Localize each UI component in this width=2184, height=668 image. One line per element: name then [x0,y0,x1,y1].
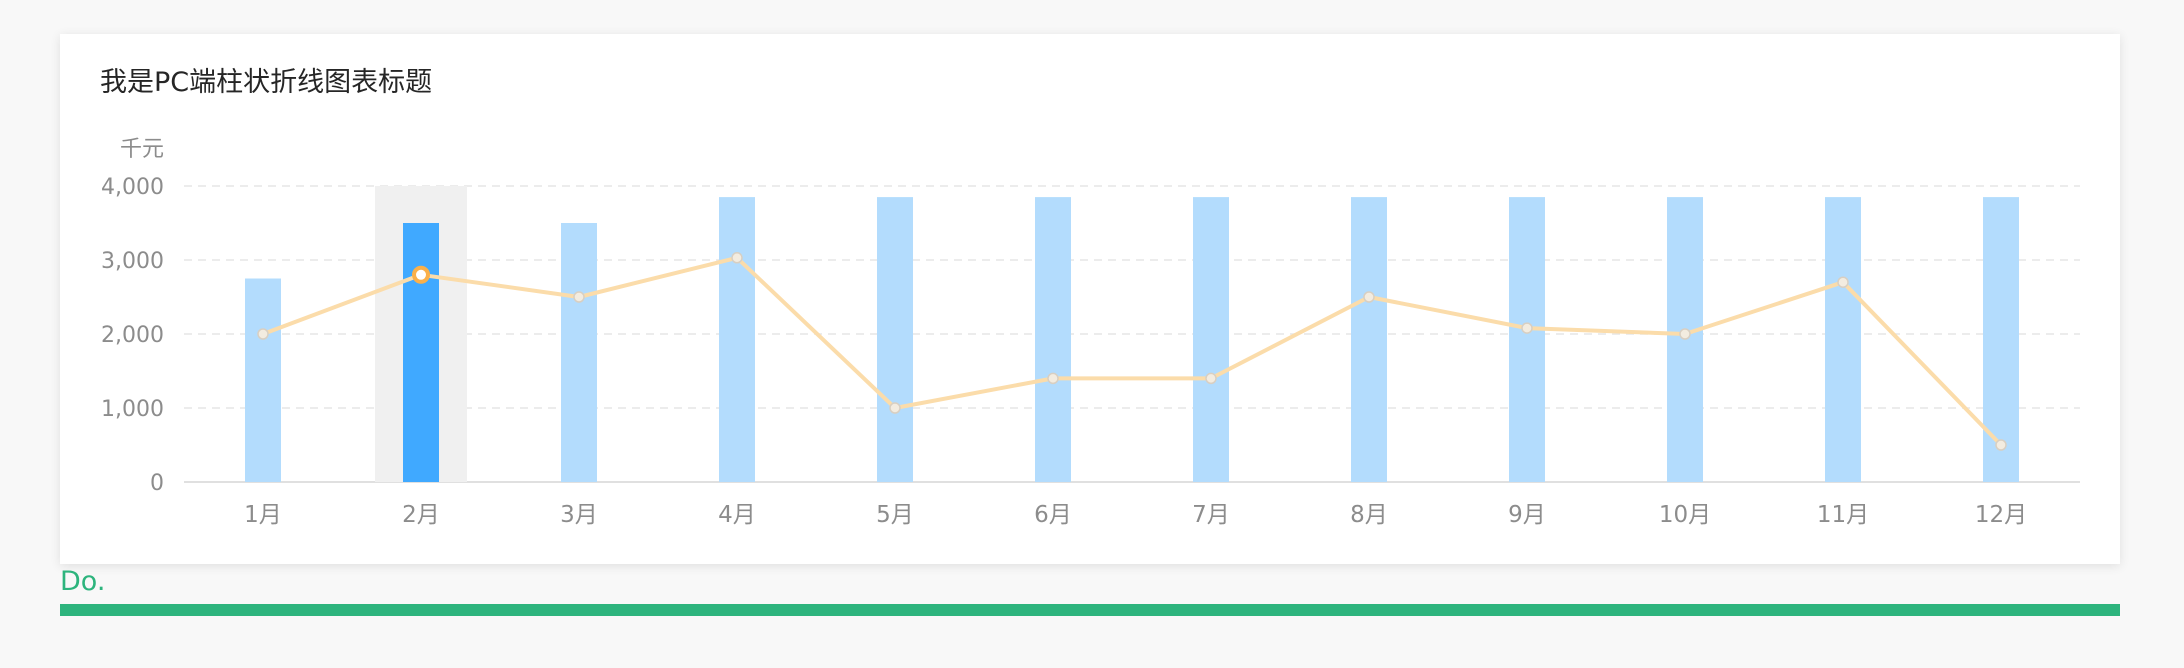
chart-title: 我是PC端柱状折线图表标题 [100,67,433,98]
y-tick-label: 3,000 [101,249,164,274]
y-tick-label: 2,000 [101,323,164,348]
x-tick-label: 7月 [1192,502,1230,528]
bar [1825,197,1861,482]
line-series [262,255,2003,447]
x-tick-label: 11月 [1817,502,1869,528]
line-point [1679,328,1691,340]
bar [877,197,913,482]
bar [719,197,755,482]
y-tick-label: 4,000 [101,175,164,200]
chart-card: 我是PC端柱状折线图表标题 千元 4,000 3,000 2,000 1,000 0 1月 2… [60,34,2120,564]
line-point [1363,291,1375,303]
bar [1351,197,1387,482]
y-tick-label: 1,000 [101,397,164,422]
grid-layer [184,185,2080,483]
line-point [257,328,269,340]
bar-layer [245,197,2019,482]
bar [403,223,439,482]
x-tick-label: 9月 [1508,502,1546,528]
bar [1509,197,1545,482]
do-bar [60,604,2120,616]
x-tick-label: 1月 [244,502,282,528]
x-tick-label: 5月 [876,502,914,528]
line-point [1995,439,2007,451]
line-point [1205,372,1217,385]
line-layer [257,252,2007,451]
line-point-active [412,265,430,284]
x-tick-label: 6月 [1034,502,1072,528]
x-tick-label: 4月 [718,502,756,528]
line-point [1521,322,1533,334]
y-tick-label: 0 [150,471,164,496]
x-tick-label: 10月 [1659,502,1711,528]
axis-text-layer: 千元 4,000 3,000 2,000 1,000 0 1月 2月 3月 4月 5月 6月 7月 8月 9… [101,137,2027,528]
bar [1193,197,1229,482]
line-point [573,291,585,303]
line-point [889,402,901,414]
line-point [1047,372,1059,385]
x-tick-label: 2月 [402,502,440,528]
bar [1035,197,1071,482]
do-label: Do. [60,566,106,597]
x-tick-label: 8月 [1350,502,1388,528]
line-point [1837,276,1849,288]
x-tick-label: 3月 [560,502,598,528]
bar-line-chart: 千元 4,000 3,000 2,000 1,000 0 1月 2月 3月 4月 5月 6月 7月 8月 9… [101,137,2080,528]
y-axis-unit-label: 千元 [120,137,164,162]
bar [245,278,281,482]
x-tick-label: 12月 [1975,502,2027,528]
line-point [731,252,743,264]
bar [561,223,597,482]
